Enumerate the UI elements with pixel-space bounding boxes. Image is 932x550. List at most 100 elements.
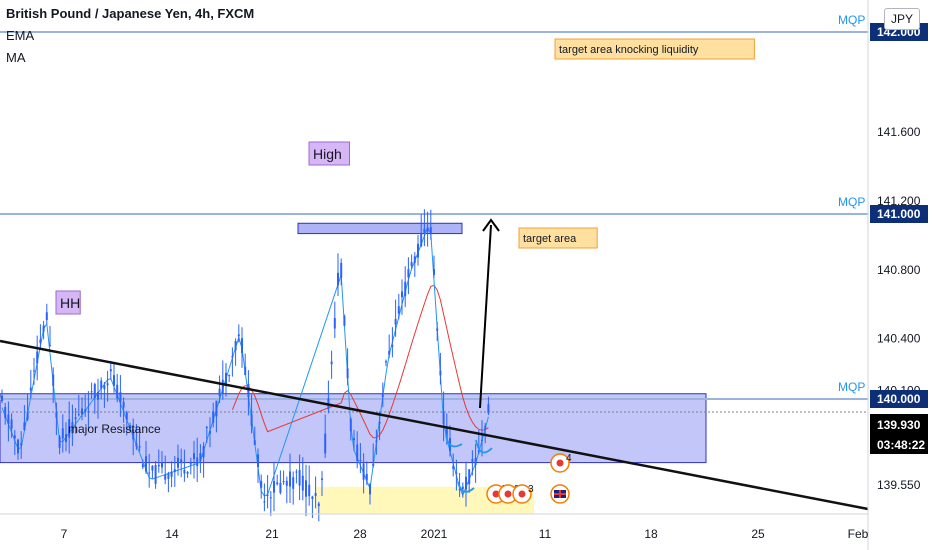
candle-body [61, 428, 64, 439]
candle-body [346, 368, 349, 379]
candle-body [103, 385, 106, 390]
candle-body [461, 486, 464, 490]
candle-body [189, 463, 192, 465]
ma-legend[interactable]: MA [6, 50, 26, 65]
candle-body [23, 422, 26, 430]
zones-layer [0, 222, 707, 514]
candle-body [413, 256, 416, 263]
candle-body [13, 435, 16, 439]
candle-body [263, 501, 266, 503]
candle-body [177, 457, 179, 468]
x-tick-label: Feb [848, 527, 869, 541]
x-tick-label: 11 [539, 527, 552, 541]
candle-body [333, 318, 336, 329]
candle-body [295, 471, 298, 473]
candle-body [285, 480, 288, 486]
y-tick-label: 140.800 [877, 263, 921, 277]
candle-body [279, 482, 282, 493]
candle-body [125, 412, 128, 420]
candle-body [423, 228, 426, 233]
event-count: 4 [566, 453, 572, 464]
candle-body [39, 339, 42, 344]
jp-event-icon: 3 [512, 484, 534, 504]
candle-body [468, 469, 471, 485]
candle-body [1, 395, 3, 401]
candle-body [97, 392, 99, 400]
arrow-head [482, 218, 500, 232]
y-tick-label: 141.200 [877, 194, 921, 208]
x-tick-label: 7 [61, 527, 68, 541]
candle-body [74, 417, 77, 420]
candle-body [29, 387, 32, 391]
candle-body [340, 262, 343, 278]
candle-body [84, 409, 87, 412]
candle-body [71, 422, 74, 434]
candle-body [314, 493, 317, 497]
candle-body [487, 404, 490, 413]
candle-body [196, 457, 199, 467]
candle-body [10, 419, 13, 429]
descending-trendline [0, 339, 869, 511]
target-area-label-text: target area [523, 233, 577, 245]
candle-body [145, 456, 147, 472]
swing-mark [457, 481, 475, 493]
candle-body [148, 472, 151, 474]
candle-body [170, 471, 173, 477]
candle-body [404, 281, 407, 296]
candle-body [426, 227, 429, 232]
candle-body [391, 345, 394, 347]
candle-body [433, 269, 435, 275]
candle-body [324, 433, 327, 454]
swing-mark [475, 439, 493, 454]
candle-body [218, 388, 221, 396]
x-tick-label: 14 [165, 527, 179, 541]
candle-body [81, 408, 83, 415]
mqp-label: MQP [838, 380, 865, 394]
candle-body [349, 419, 352, 432]
y-tick-label: 141.600 [877, 125, 921, 139]
candle-body [180, 459, 183, 464]
candle-body [420, 232, 423, 247]
candle-body [17, 439, 19, 454]
candle-body [330, 361, 333, 365]
high-zone [297, 222, 463, 235]
mqp-label: MQP [838, 195, 865, 209]
candle-body [375, 440, 378, 443]
candle-body [289, 471, 291, 487]
ema-line [231, 284, 489, 439]
x-tick-label: 18 [644, 527, 658, 541]
candle-body [292, 477, 295, 489]
candle-body [215, 400, 218, 417]
candle-body [276, 482, 279, 485]
candle-body [141, 464, 144, 468]
candle-body [250, 413, 253, 426]
x-tick-label: 2021 [421, 527, 448, 541]
level-price-tag [870, 390, 928, 408]
candle-body [100, 380, 103, 389]
candle-body [321, 478, 323, 480]
candle-body [477, 450, 480, 452]
candle-body [305, 480, 307, 497]
candle-body [455, 472, 458, 474]
candle-body [445, 428, 448, 439]
candle-body [282, 481, 285, 483]
candle-body [337, 272, 339, 286]
candle-body [209, 430, 211, 434]
candle-body [90, 391, 93, 393]
currency-button[interactable]: JPY [884, 8, 920, 30]
candle-body [221, 379, 224, 394]
candle-body [157, 464, 160, 467]
candle-body [154, 464, 157, 484]
candle-body [362, 463, 365, 480]
candle-body [452, 466, 455, 469]
candle-body [138, 446, 141, 448]
candle-body [298, 470, 301, 486]
candle-body [65, 434, 67, 442]
ema-legend[interactable]: EMA [6, 28, 35, 43]
candle-body [113, 375, 115, 386]
target-liquidity-label-text: target area knocking liquidity [559, 44, 699, 56]
candle-body [52, 374, 55, 386]
candle-body [167, 473, 170, 479]
overlay-layer: HH High target area target area knocking li… [0, 13, 869, 511]
